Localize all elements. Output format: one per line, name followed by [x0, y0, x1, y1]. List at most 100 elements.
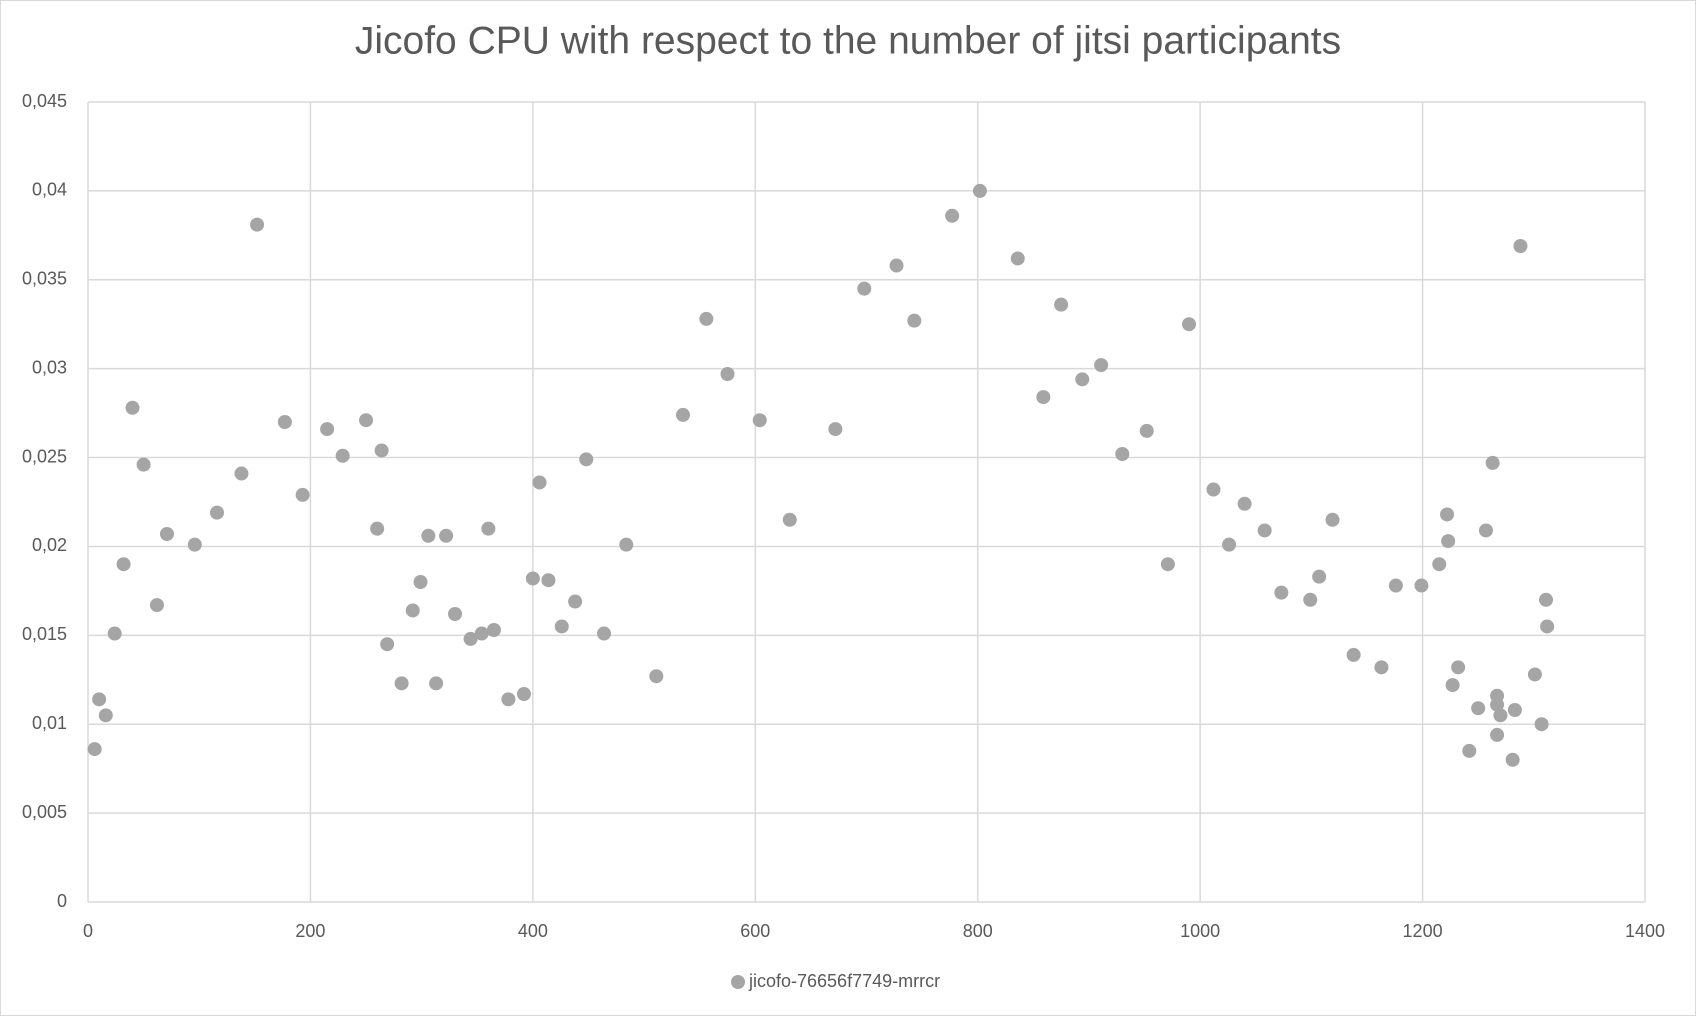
data-point [116, 557, 131, 572]
data-point [1505, 752, 1520, 767]
data-point [501, 692, 516, 707]
data-point [1534, 717, 1549, 732]
data-point [1451, 660, 1466, 675]
data-point [234, 466, 249, 481]
data-point [1054, 297, 1069, 312]
data-point [394, 676, 409, 691]
data-point [1036, 390, 1051, 405]
data-point [370, 521, 385, 536]
data-point [87, 742, 102, 757]
data-point [405, 603, 420, 618]
data-point [857, 281, 872, 296]
data-point [448, 607, 463, 621]
data-point [486, 623, 501, 637]
data-point [1237, 496, 1252, 511]
data-point [136, 457, 151, 472]
x-tick-label: 1400 [1625, 921, 1665, 941]
data-point [1471, 701, 1486, 716]
x-tick-label: 400 [518, 921, 548, 941]
data-point [1432, 557, 1447, 572]
data-point [597, 626, 612, 641]
data-point [1094, 358, 1109, 373]
data-point [1075, 372, 1090, 387]
data-point [107, 626, 122, 641]
x-tick-label: 600 [740, 921, 770, 941]
data-point [1257, 523, 1272, 538]
y-tick-label: 0,03 [32, 357, 67, 377]
data-point [554, 619, 569, 634]
data-point [828, 422, 843, 437]
data-point [972, 183, 987, 198]
data-point [720, 367, 735, 381]
data-point [907, 313, 922, 328]
y-tick-label: 0 [57, 891, 67, 911]
x-tick-label: 1200 [1403, 921, 1443, 941]
data-point [1274, 585, 1289, 600]
data-point [1440, 507, 1455, 522]
data-point [945, 208, 960, 223]
y-tick-label: 0,02 [32, 535, 67, 555]
data-point [98, 708, 113, 723]
data-point [516, 687, 531, 701]
data-point [159, 527, 174, 541]
data-point [1539, 592, 1554, 607]
data-point [359, 413, 374, 428]
y-tick-label: 0,01 [32, 713, 67, 733]
y-tick-label: 0,04 [32, 180, 67, 200]
data-point [1115, 447, 1130, 461]
data-point [149, 598, 164, 613]
data-point [481, 521, 496, 536]
data-point [413, 575, 428, 589]
data-point [889, 258, 904, 273]
y-tick-label: 0,025 [22, 446, 67, 466]
data-point [1445, 678, 1460, 693]
data-point [699, 311, 714, 326]
data-point [1160, 557, 1175, 572]
y-tick-label: 0,015 [22, 624, 67, 644]
data-point [380, 637, 395, 652]
data-point [1388, 578, 1403, 593]
x-tick-label: 200 [295, 921, 325, 941]
data-point [439, 528, 454, 543]
data-point [1462, 743, 1477, 758]
data-point [374, 443, 389, 458]
data-point [1507, 703, 1522, 717]
data-point [675, 407, 690, 422]
data-point [250, 217, 265, 232]
data-point [1374, 660, 1389, 675]
y-tick-label: 0,045 [22, 91, 67, 111]
data-point [210, 505, 225, 520]
data-point [1441, 534, 1456, 549]
data-point [568, 594, 583, 609]
data-point [1139, 423, 1154, 438]
data-point [277, 415, 292, 429]
data-point [429, 676, 444, 691]
legend-label: jicofo-76656f7749-mrrcr [748, 971, 940, 991]
data-point [474, 626, 489, 641]
y-tick-label: 0,035 [22, 269, 67, 289]
data-point [1485, 455, 1500, 470]
data-point [1513, 239, 1528, 253]
x-tick-label: 0 [83, 921, 93, 941]
data-point [541, 573, 556, 588]
data-point [1346, 647, 1361, 662]
data-point [532, 475, 547, 490]
data-point [187, 537, 202, 552]
data-point [1490, 697, 1505, 712]
data-point [1222, 537, 1237, 552]
data-point [1540, 619, 1555, 634]
data-point [1325, 512, 1340, 527]
data-point [320, 422, 335, 437]
data-point [1493, 708, 1508, 723]
data-point [1182, 317, 1197, 332]
data-point [649, 669, 664, 684]
legend-marker [731, 975, 745, 989]
data-point [1478, 523, 1493, 538]
data-point [1312, 569, 1327, 584]
data-point [1527, 667, 1542, 682]
data-point [1490, 727, 1505, 742]
data-point [92, 692, 107, 707]
data-point [579, 452, 594, 467]
data-point [335, 448, 350, 463]
